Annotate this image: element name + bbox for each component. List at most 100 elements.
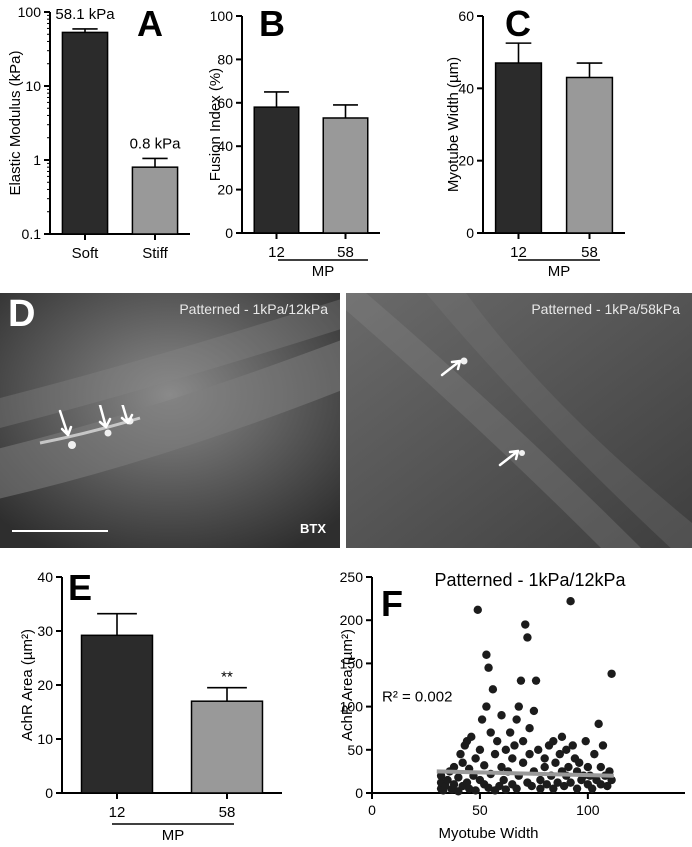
panel-f-point bbox=[549, 784, 558, 793]
panel-b-ytick-label: 100 bbox=[210, 8, 234, 24]
panel-a-bar bbox=[61, 31, 109, 235]
panel-f-trend-line bbox=[436, 769, 614, 778]
panel-f-point bbox=[512, 784, 521, 793]
panel-c-xtick-label: 58 bbox=[581, 244, 598, 261]
panel-c-group-label: MP bbox=[548, 263, 571, 280]
panel-a-xtick-label: Soft bbox=[72, 245, 100, 262]
panel-f-point bbox=[482, 702, 491, 711]
panel-f-point bbox=[512, 715, 521, 724]
panel-b-ytick-label: 40 bbox=[217, 138, 233, 154]
panel-f-point bbox=[605, 767, 614, 776]
panel-e-ytick-label: 40 bbox=[37, 569, 53, 585]
panel-f-point bbox=[564, 762, 573, 772]
panel-f-point bbox=[473, 605, 482, 615]
panel-f-point bbox=[514, 702, 523, 711]
panel-a-bar bbox=[131, 166, 179, 235]
panel-f-point bbox=[497, 711, 506, 720]
panel-f-point bbox=[575, 758, 584, 767]
panel-f-ytick-label: 0 bbox=[355, 785, 363, 801]
panel-letter-c: C bbox=[505, 3, 531, 44]
stain-label: BTX bbox=[300, 521, 326, 536]
panel-f-point bbox=[454, 773, 463, 782]
arrow-icons-right bbox=[440, 359, 520, 467]
panel-f-point bbox=[553, 778, 562, 787]
panel-f-point bbox=[603, 781, 612, 791]
panel-e-bar bbox=[190, 700, 264, 794]
panel-f-point bbox=[456, 749, 465, 759]
panel-c-bar bbox=[565, 76, 614, 234]
panel-f-point bbox=[495, 781, 504, 791]
panel-f-point bbox=[527, 781, 536, 791]
panel-f-ytick-label: 150 bbox=[340, 655, 364, 671]
panel-f-point bbox=[540, 762, 549, 772]
panel-a-ytick-label: 100 bbox=[18, 4, 42, 20]
panel-f-point bbox=[531, 676, 541, 685]
panel-f-point bbox=[449, 762, 459, 772]
panel-letter-a: A bbox=[137, 3, 163, 44]
panel-f-point bbox=[540, 754, 549, 763]
panel-f-point bbox=[510, 741, 519, 750]
panel-b-bar bbox=[322, 117, 369, 234]
panel-f-point bbox=[594, 719, 603, 729]
panel-f-point bbox=[583, 762, 593, 772]
panel-f-point bbox=[525, 749, 534, 759]
panel-f-point bbox=[497, 762, 506, 772]
scale-bar bbox=[12, 530, 108, 532]
panel-f-point bbox=[581, 736, 590, 746]
panel-f-ytick-label: 200 bbox=[340, 612, 364, 628]
panel-f-point bbox=[501, 785, 511, 794]
panel-f-point bbox=[590, 749, 599, 759]
panel-f-point bbox=[486, 728, 495, 737]
panel-f-point bbox=[484, 663, 493, 672]
panel-f-point bbox=[501, 745, 511, 754]
panel-f-point bbox=[557, 732, 567, 742]
panel-e-ytick-label: 20 bbox=[37, 677, 53, 693]
panel-a-value-label: 58.1 kPa bbox=[55, 6, 115, 23]
panel-f-point bbox=[471, 786, 480, 795]
panel-e-group-label: MP bbox=[162, 827, 185, 844]
panel-f-xtick-label: 50 bbox=[472, 802, 488, 818]
panel-f-point bbox=[551, 758, 560, 767]
panel-f-point bbox=[596, 780, 606, 789]
panel-letter-b: B bbox=[259, 3, 285, 44]
panel-f-point bbox=[523, 633, 532, 642]
panel-f-point bbox=[475, 745, 485, 754]
panel-f-point bbox=[534, 745, 543, 754]
panel-f-point bbox=[518, 758, 528, 767]
micrograph-right-title: Patterned - 1kPa/58kPa bbox=[531, 301, 680, 317]
panel-c-ylabel: Myotube Width (µm) bbox=[445, 57, 462, 192]
panel-b-xtick-label: 12 bbox=[268, 244, 285, 261]
panel-b-ytick-label: 80 bbox=[217, 51, 233, 67]
panel-f-point bbox=[518, 736, 528, 746]
panel-f-point bbox=[607, 775, 616, 785]
panel-a-ytick-label: 1 bbox=[33, 152, 41, 168]
panel-f-xtick-label: 0 bbox=[368, 802, 376, 818]
panel-f-point bbox=[516, 676, 526, 685]
panel-f-point bbox=[596, 762, 606, 772]
micrograph-right-image bbox=[346, 293, 692, 548]
panel-a-ytick-label: 0.1 bbox=[22, 226, 42, 242]
panel-f-point bbox=[464, 784, 474, 793]
panel-f-point bbox=[484, 783, 493, 793]
panel-c-ytick-label: 60 bbox=[458, 8, 474, 24]
panel-f-point bbox=[471, 754, 480, 763]
micrograph-right: Patterned - 1kPa/58kPa bbox=[346, 293, 692, 548]
panel-f-point bbox=[566, 778, 575, 787]
micrograph-left-image bbox=[0, 293, 340, 548]
panel-f-point bbox=[587, 784, 597, 793]
panel-f-annotation: R² = 0.002 bbox=[382, 689, 452, 706]
panel-b-ytick-label: 0 bbox=[225, 225, 233, 241]
panel-f-point bbox=[505, 728, 515, 737]
panel-f-point bbox=[477, 715, 487, 724]
panel-f-point bbox=[555, 749, 564, 759]
arrow-icons-left bbox=[58, 405, 134, 437]
panel-f-ytick-label: 100 bbox=[340, 699, 364, 715]
panel-f-point bbox=[436, 771, 446, 780]
panel-f-point bbox=[490, 749, 500, 759]
panel-f-point bbox=[562, 745, 571, 754]
panel-c-bar bbox=[494, 62, 543, 234]
panel-f-point bbox=[525, 724, 534, 733]
panel-b-ytick-label: 20 bbox=[217, 182, 233, 198]
panel-letter-e: E bbox=[68, 567, 92, 608]
